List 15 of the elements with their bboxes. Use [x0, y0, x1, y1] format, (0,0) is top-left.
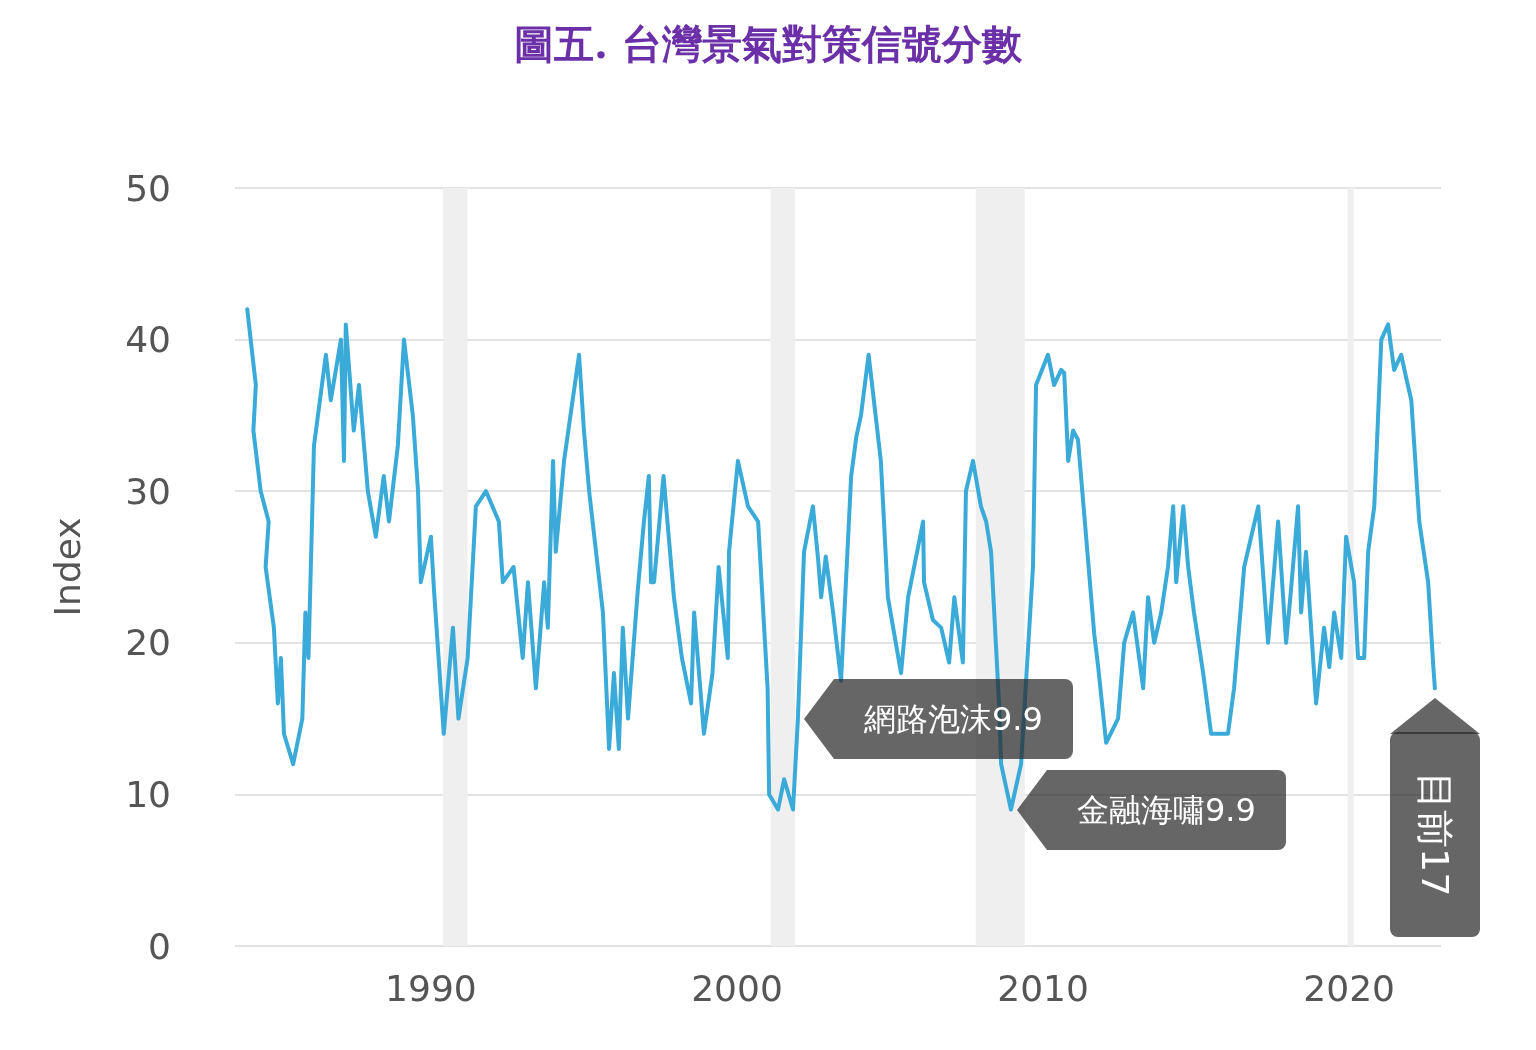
- y-axis-title: Index: [46, 517, 88, 617]
- annotation: 網路泡沫9.9: [833, 678, 1073, 759]
- y-tick-label: 30: [125, 470, 171, 512]
- x-tick-label: 2010: [997, 967, 1089, 1009]
- x-tick-label: 2000: [691, 967, 783, 1009]
- y-tick-label: 0: [148, 925, 171, 967]
- y-tick-label: 50: [125, 167, 171, 209]
- x-tick-label: 1990: [385, 967, 477, 1009]
- chart-title: 圖五. 台灣景氣對策信號分數: [514, 19, 1023, 67]
- annotation: 金融海嘯9.9: [1046, 769, 1286, 850]
- annotation: 目前17: [1389, 732, 1480, 937]
- y-tick-label: 20: [125, 622, 171, 664]
- x-tick-label: 2020: [1303, 967, 1395, 1009]
- y-tick-label: 10: [125, 773, 171, 815]
- y-tick-label: 40: [125, 319, 171, 361]
